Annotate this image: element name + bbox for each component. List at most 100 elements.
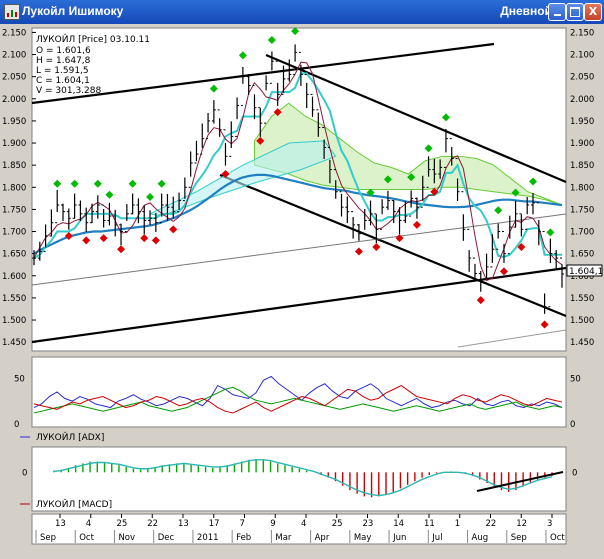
signal-down-marker [82, 236, 91, 245]
signal-up-marker [238, 51, 247, 60]
adx-panel[interactable] [31, 356, 567, 428]
signal-up-marker [291, 27, 300, 36]
signal-up-marker [407, 173, 416, 182]
y-tick-label-left: 1.650 [2, 250, 26, 260]
macd-tick-label-right: 0 [572, 468, 577, 478]
month-label: Aug [472, 533, 489, 543]
x-tick-label: 4 [301, 519, 306, 529]
x-tick-label: 25 [117, 519, 128, 529]
y-tick-label-left: 1.600 [2, 272, 26, 282]
x-tick-label: 4 [86, 519, 91, 529]
y-tick-label-right: 1.800 [570, 183, 594, 193]
signal-down-marker [64, 231, 73, 240]
signal-down-marker [499, 267, 508, 276]
y-tick-label-left: 1.850 [2, 161, 26, 171]
time-axis-panel [31, 513, 567, 545]
macd-tick-label-left: 0 [22, 468, 27, 478]
di-minus-line [33, 385, 563, 414]
macd-signal-line [53, 459, 553, 497]
signal-down-marker [354, 247, 363, 256]
x-tick-label: 23 [363, 519, 374, 529]
month-label: May [354, 533, 372, 543]
ohlc-volume: V = 301,3.288 [36, 86, 101, 96]
minimize-icon [553, 14, 561, 16]
signal-down-marker [540, 320, 549, 329]
trendline-bottom [31, 266, 567, 344]
x-tick-label: 14 [393, 519, 404, 529]
y-tick-label-left: 1.500 [2, 316, 26, 326]
signal-down-marker [476, 296, 485, 305]
maximize-button[interactable] [566, 3, 584, 21]
signal-markers [53, 27, 555, 329]
macd-signal-polyline [53, 459, 553, 497]
signal-up-marker [383, 175, 392, 184]
month-label: Jun [392, 533, 406, 543]
month-label: Feb [236, 533, 251, 543]
y-tick-label-right: 1.600 [570, 272, 594, 282]
signal-up-marker [366, 188, 375, 197]
signal-down-marker [221, 170, 230, 179]
y-tick-label-left: 1.900 [2, 139, 26, 149]
signal-up-marker [267, 35, 276, 44]
month-label: Dec [158, 533, 175, 543]
month-label: Jul [431, 533, 442, 543]
trendline-down-upper [265, 53, 567, 184]
ohlc-high: H = 1.647,8 [36, 56, 91, 66]
signal-up-marker [105, 190, 114, 199]
maximize-icon [570, 7, 580, 17]
y-tick-label-right: 1.900 [570, 139, 594, 149]
month-label: Oct [79, 533, 94, 543]
adx-tick-label-right: 0 [570, 420, 575, 430]
chart-svg[interactable]: ЛУКОЙЛ [Price] 03.10.11 O = 1.601,6 H = … [0, 24, 604, 555]
y-tick-label-left: 1.950 [2, 117, 26, 127]
x-tick-label: 17 [209, 519, 220, 529]
chikou-line [33, 61, 563, 282]
close-button[interactable]: X [584, 3, 602, 21]
channel-lines [31, 42, 567, 348]
x-tick-label: 7 [240, 519, 245, 529]
y-tick-label-right: 1.500 [570, 316, 594, 326]
tenkan-line [33, 72, 562, 259]
signal-up-marker [424, 144, 433, 153]
moving-averages [33, 61, 563, 282]
y-tick-label-right: 1.450 [570, 338, 594, 348]
signal-up-marker [546, 228, 555, 237]
minimize-button[interactable] [548, 3, 566, 21]
x-tick-label: 13 [55, 519, 66, 529]
chart-area[interactable]: ЛУКОЙЛ [Price] 03.10.11 O = 1.601,6 H = … [0, 24, 604, 555]
signal-down-marker [140, 234, 149, 243]
macd-panel[interactable] [31, 446, 567, 512]
y-tick-label-right: 2.000 [570, 95, 594, 105]
y-tick-label-right: 1.850 [570, 161, 594, 171]
trendline-low-thin [457, 329, 567, 348]
y-tick-label-left: 1.800 [2, 183, 26, 193]
y-tick-label-left: 2.050 [2, 73, 26, 83]
x-tick-label: 3 [547, 519, 552, 529]
signal-up-marker [70, 179, 79, 188]
month-label: 2011 [197, 533, 219, 543]
signal-down-marker [256, 136, 265, 145]
adx-tick-label-left: 0 [14, 420, 19, 430]
month-label: Apr [315, 533, 330, 543]
y-tick-label-left: 1.750 [2, 205, 26, 215]
signal-down-marker [169, 225, 178, 234]
signal-down-marker [151, 236, 160, 245]
signal-down-marker [517, 243, 526, 252]
y-tick-label-right: 1.950 [570, 117, 594, 127]
title-bar[interactable]: Лукойл Ишимоку Дневной X [0, 0, 604, 24]
x-tick-label: 1 [455, 519, 460, 529]
month-label: Nov [118, 533, 135, 543]
adx-tick-label-right: 50 [570, 374, 581, 384]
y-tick-label-right: 1.700 [570, 228, 594, 238]
last-price-box [566, 264, 603, 277]
adx-title: ЛУКОЙЛ [ADX] [36, 431, 104, 443]
signal-down-marker [99, 234, 108, 243]
signal-up-marker [53, 179, 62, 188]
price-bars [32, 44, 564, 314]
ohlc-close: C = 1.604,1 [36, 76, 90, 86]
last-price-marker: 1.604,1 [566, 264, 603, 277]
month-label: Oct [550, 533, 565, 543]
window-title: Лукойл Ишимоку [22, 4, 124, 18]
